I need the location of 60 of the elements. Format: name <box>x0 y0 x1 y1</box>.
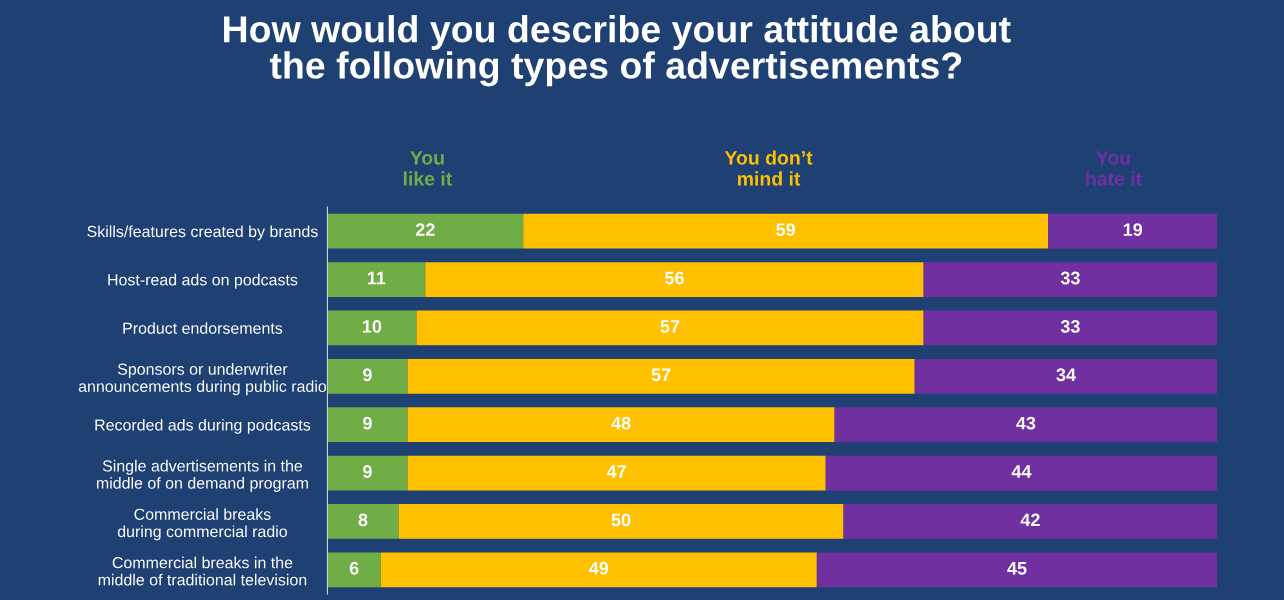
data-label: 9 <box>363 368 372 382</box>
bar <box>843 504 1218 539</box>
series-label: You hate it <box>1086 151 1142 186</box>
bar <box>327 552 381 588</box>
data-label: 57 <box>651 368 671 382</box>
data-label: 59 <box>776 223 796 237</box>
bar <box>327 262 426 297</box>
data-label: 9 <box>363 416 372 430</box>
y-tick-label: Recorded ads during podcasts <box>95 418 311 434</box>
bar <box>914 358 1218 394</box>
data-label: 45 <box>1007 562 1027 575</box>
bar <box>816 552 1218 588</box>
bar <box>327 455 408 491</box>
data-label: 9 <box>363 465 372 478</box>
chart-title: How would you describe your attitude about the following types of advertisements? <box>224 15 1011 87</box>
data-label: 8 <box>358 513 368 527</box>
series-label: You don’t mind it <box>724 150 813 186</box>
data-label: 56 <box>664 271 684 285</box>
data-label: 48 <box>611 416 631 430</box>
bar <box>523 213 1049 249</box>
bar <box>327 407 408 443</box>
y-tick-label: Host-read ads on podcasts <box>108 273 298 289</box>
bar <box>407 455 826 491</box>
data-label: 47 <box>606 465 626 478</box>
data-label: 19 <box>1123 223 1143 237</box>
data-label: 50 <box>611 513 631 527</box>
data-label: 33 <box>1060 320 1080 333</box>
data-label: 49 <box>589 561 609 575</box>
bar <box>380 552 817 588</box>
bar <box>327 213 524 249</box>
y-tick-label: Skills/features created by brands <box>87 225 318 241</box>
series-label: You like it <box>403 151 452 186</box>
bar <box>1048 213 1218 249</box>
data-label: 22 <box>415 223 435 236</box>
bar <box>923 310 1218 346</box>
data-label: 44 <box>1011 465 1032 478</box>
bar <box>923 262 1218 297</box>
y-tick-label: Commercial breaks in the middle of traditional television <box>98 556 307 586</box>
bar <box>416 310 924 346</box>
y-tick-label: Single advertisements in the middle of on demand program <box>96 459 308 492</box>
bar <box>327 358 408 394</box>
data-label: 43 <box>1016 416 1036 430</box>
data-label: 11 <box>367 271 386 285</box>
data-label: 10 <box>363 320 382 333</box>
bar <box>407 358 915 394</box>
data-label: 57 <box>660 320 680 333</box>
y-tick-label: Commercial breaks during commercial radio <box>117 508 287 541</box>
bar <box>834 407 1218 443</box>
data-label: 33 <box>1060 271 1080 285</box>
bar <box>327 504 399 539</box>
bar <box>425 262 924 297</box>
bar <box>327 310 417 346</box>
bar <box>825 455 1218 491</box>
y-tick-label: Product endorsements <box>123 322 283 334</box>
data-label: 34 <box>1056 368 1076 382</box>
y-tick-label: Sponsors or underwriter announcements during public radio <box>78 363 327 396</box>
bar <box>398 504 844 539</box>
bar <box>407 407 835 443</box>
data-label: 42 <box>1020 513 1040 527</box>
data-label: 6 <box>349 561 359 575</box>
